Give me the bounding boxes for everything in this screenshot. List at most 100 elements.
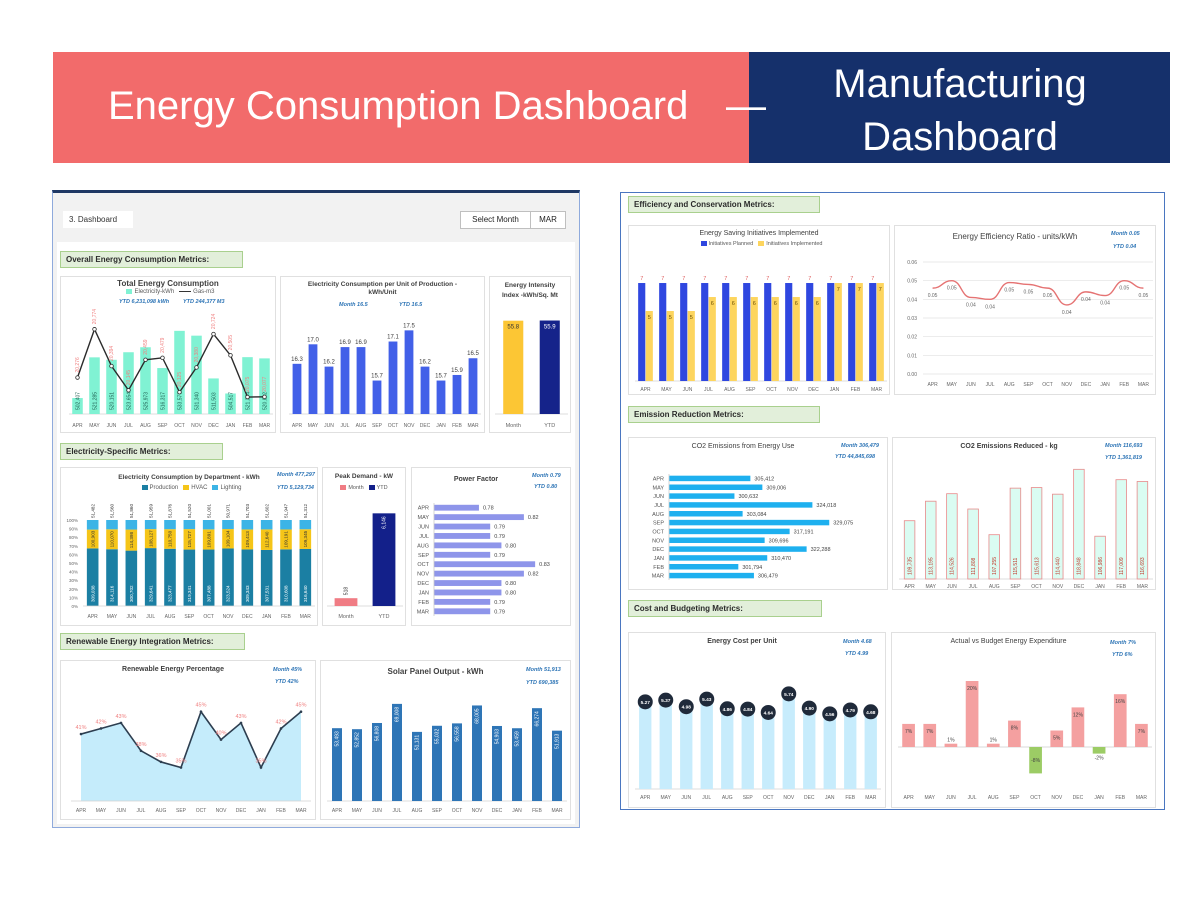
y-tick-label: APR (653, 476, 664, 482)
bar-segment-production (144, 548, 157, 606)
bar-segment-hvac (106, 529, 118, 550)
x-tick-label: Month (338, 614, 353, 620)
x-tick-label: SEP (372, 423, 383, 429)
gas-point (126, 388, 131, 393)
data-label: 0.80 (505, 590, 516, 596)
bar (669, 555, 768, 561)
x-tick-label: MAY (352, 808, 363, 814)
bar (472, 705, 482, 801)
bar (1092, 747, 1106, 754)
bar (669, 572, 754, 579)
x-tick-label: MAR (259, 423, 271, 429)
data-label: 7 (871, 276, 874, 282)
bar (659, 698, 672, 789)
data-label: 0.05 (1024, 289, 1034, 295)
x-tick-label: OCT (763, 795, 774, 801)
data-label: 51,482 (90, 504, 95, 518)
bar (988, 534, 1000, 580)
data-label: 115,613 (1034, 557, 1040, 575)
x-tick-label: JUL (704, 387, 713, 393)
kpi-month: Month 0.79 (532, 473, 561, 479)
data-label: 109,104 (226, 530, 231, 547)
month-selector[interactable]: MAR (530, 211, 566, 229)
y-tick-label: 20% (69, 587, 78, 592)
data-label: 0.83 (539, 562, 550, 568)
chart-plot: 55.8 55.9 Month YTD (495, 320, 568, 429)
bar (869, 283, 877, 381)
data-label: 4.84 (743, 707, 753, 713)
bar (669, 546, 807, 552)
x-tick-label: FEB (276, 808, 286, 814)
data-label: 5.43 (702, 697, 712, 703)
data-label: 112,640 (264, 531, 269, 548)
bar-segment-hvac (280, 529, 292, 550)
bar (803, 706, 816, 789)
x-tick-label: MAR (1138, 382, 1150, 388)
bar (434, 589, 502, 596)
x-tick-label: Month (506, 423, 521, 429)
bar (191, 335, 202, 414)
area-fill (81, 711, 301, 801)
peak-demand-chart: Peak Demand - kW Month YTD 518 6,146 Month Y… (322, 467, 406, 626)
sheet-tab[interactable]: 3. Dashboard (63, 211, 133, 228)
x-tick-label: JAN (512, 808, 522, 814)
bar (157, 368, 168, 414)
data-label: 5 (648, 315, 651, 321)
data-label: 520,151 (109, 392, 115, 410)
data-label: 0.82 (528, 515, 539, 521)
x-tick-label: AUG (1004, 382, 1015, 388)
x-tick-label: NOV (1061, 382, 1073, 388)
kpi-ytd-gas: YTD 244,377 M3 (183, 299, 225, 305)
y-tick-label: OCT (652, 529, 664, 535)
x-tick-label: APR (88, 614, 99, 620)
legend-swatch (700, 241, 707, 247)
kpi-ytd: YTD 4.99 (845, 651, 869, 657)
chart-title: Actual vs Budget Energy Expenditure (950, 638, 1067, 645)
data-label: 1% (947, 738, 955, 744)
bar (669, 502, 813, 508)
x-tick-label: JAN (436, 423, 446, 429)
data-label: 16.3 (291, 357, 303, 363)
data-label: 0.79 (494, 609, 505, 615)
bar (434, 580, 502, 586)
data-label: 314,116 (110, 585, 115, 602)
x-tick-label: MAY (96, 808, 107, 814)
bar (792, 297, 800, 381)
x-tick-label: SEP (1023, 382, 1034, 388)
chart-title: Total Energy Consumption (117, 279, 219, 288)
bar (903, 520, 916, 580)
x-tick-label: DEC (208, 423, 219, 429)
bar (174, 330, 185, 414)
bar-segment-lighting (202, 520, 215, 530)
bar (722, 283, 730, 381)
data-label: 0.04 (985, 304, 995, 310)
bar (750, 297, 758, 381)
data-label: 7 (879, 287, 882, 293)
bar (434, 514, 524, 521)
budget-expenditure-chart: Actual vs Budget Energy Expenditure Mont… (891, 632, 1156, 808)
x-tick-label: FEB (243, 423, 253, 429)
x-tick-label: AUG (724, 387, 735, 393)
x-tick-label: NOV (1051, 795, 1063, 801)
data-label: 54,903 (495, 729, 501, 745)
x-tick-label: SEP (1010, 584, 1021, 590)
data-label: 16% (1115, 699, 1126, 705)
x-tick-label: JAN (262, 614, 272, 620)
x-tick-label: FEB (281, 614, 291, 620)
data-label: 307,531 (264, 585, 269, 602)
y-tick-label: 60% (69, 552, 78, 557)
chart-plot: 41% 42% 43% 38% 36% 35% 45% 40% 43% 35% 42% 45% APR M… (71, 703, 311, 814)
bar (434, 608, 491, 615)
x-tick-label: NOV (472, 808, 484, 814)
chart-title: Power Factor (453, 476, 499, 483)
data-label: 66,274 (535, 711, 541, 727)
kpi-ytd: YTD 5,129,734 (277, 485, 314, 491)
data-label: 108,127 (148, 530, 153, 547)
x-tick-label: YTD (544, 423, 555, 429)
bar (944, 743, 958, 747)
y-tick-label: AUG (652, 512, 664, 518)
data-label: 20,505 (228, 335, 234, 351)
data-label: -8% (1031, 758, 1040, 764)
data-label: 56,808 (375, 726, 381, 742)
x-tick-label: JUN (683, 387, 693, 393)
